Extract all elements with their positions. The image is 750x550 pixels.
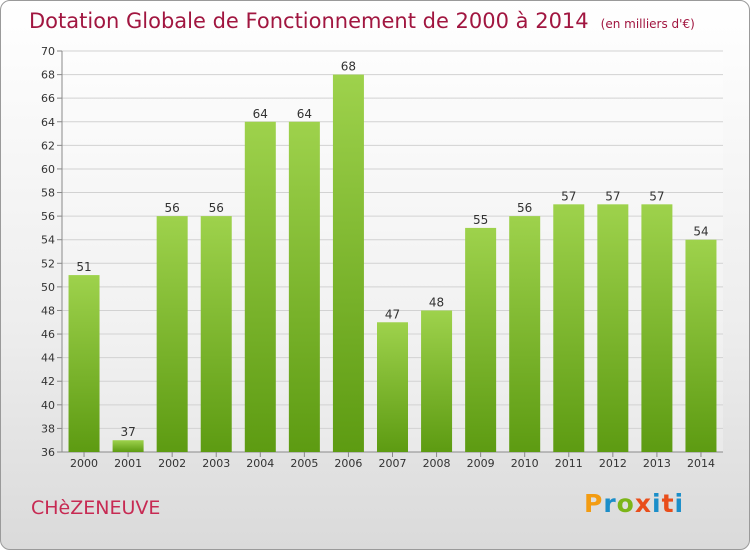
data-label: 55 (473, 213, 488, 227)
x-tick-label: 2004 (246, 457, 274, 470)
x-tick-label: 2007 (379, 457, 407, 470)
y-tick-label: 48 (41, 304, 55, 317)
y-tick-label: 56 (41, 210, 55, 223)
y-tick-label: 66 (41, 92, 55, 105)
y-tick-label: 70 (41, 45, 55, 58)
y-tick-label: 50 (41, 281, 55, 294)
data-label: 54 (693, 225, 708, 239)
x-tick-label: 2010 (511, 457, 539, 470)
x-tick-label: 2003 (202, 457, 230, 470)
chart-title: Dotation Globale de Fonctionnement de 20… (29, 9, 695, 33)
y-tick-label: 68 (41, 69, 55, 82)
y-tick-label: 42 (41, 375, 55, 388)
data-label: 37 (120, 425, 135, 439)
data-label: 57 (561, 189, 576, 203)
y-tick-label: 38 (41, 422, 55, 435)
y-tick-label: 36 (41, 446, 55, 459)
y-tick-label: 52 (41, 257, 55, 270)
y-tick-label: 54 (41, 234, 55, 247)
chart-title-text: Dotation Globale de Fonctionnement de 20… (29, 9, 589, 33)
bar (597, 204, 629, 452)
bar (332, 74, 364, 453)
bar (244, 121, 276, 452)
x-tick-label: 2011 (555, 457, 583, 470)
data-label: 56 (209, 201, 224, 215)
bar (68, 275, 100, 452)
data-label: 68 (341, 60, 356, 74)
x-tick-label: 2012 (599, 457, 627, 470)
x-tick-label: 2008 (423, 457, 451, 470)
y-tick-label: 60 (41, 163, 55, 176)
y-tick-label: 46 (41, 328, 55, 341)
bar (553, 204, 585, 452)
data-label: 56 (517, 201, 532, 215)
y-tick-label: 40 (41, 399, 55, 412)
bar (200, 216, 232, 452)
bar (156, 216, 188, 452)
y-tick-label: 58 (41, 187, 55, 200)
data-label: 48 (429, 295, 444, 309)
data-label: 47 (385, 307, 400, 321)
bar (112, 440, 144, 452)
x-tick-label: 2014 (687, 457, 715, 470)
x-tick-label: 2005 (290, 457, 318, 470)
commune-name: CHèZENEUVE (31, 497, 161, 519)
y-tick-label: 62 (41, 139, 55, 152)
x-tick-label: 2006 (334, 457, 362, 470)
data-label: 51 (76, 260, 91, 274)
x-tick-label: 2009 (467, 457, 495, 470)
bar (685, 239, 717, 452)
data-label: 57 (649, 189, 664, 203)
bar (641, 204, 673, 452)
data-label: 64 (253, 107, 268, 121)
x-tick-label: 2013 (643, 457, 671, 470)
bar (465, 227, 497, 452)
bar (377, 322, 408, 452)
x-tick-label: 2001 (114, 457, 142, 470)
bar (288, 121, 320, 452)
x-tick-label: 2000 (70, 457, 98, 470)
y-tick-label: 64 (41, 116, 55, 129)
data-label: 64 (297, 107, 312, 121)
data-label: 56 (165, 201, 180, 215)
bar (509, 216, 541, 452)
proxiti-logo: Proxiti (584, 489, 685, 518)
chart-subtitle: (en milliers d'€) (600, 17, 695, 31)
bar (421, 310, 453, 452)
x-tick-label: 2002 (158, 457, 186, 470)
data-label: 57 (605, 189, 620, 203)
y-tick-label: 44 (41, 352, 55, 365)
